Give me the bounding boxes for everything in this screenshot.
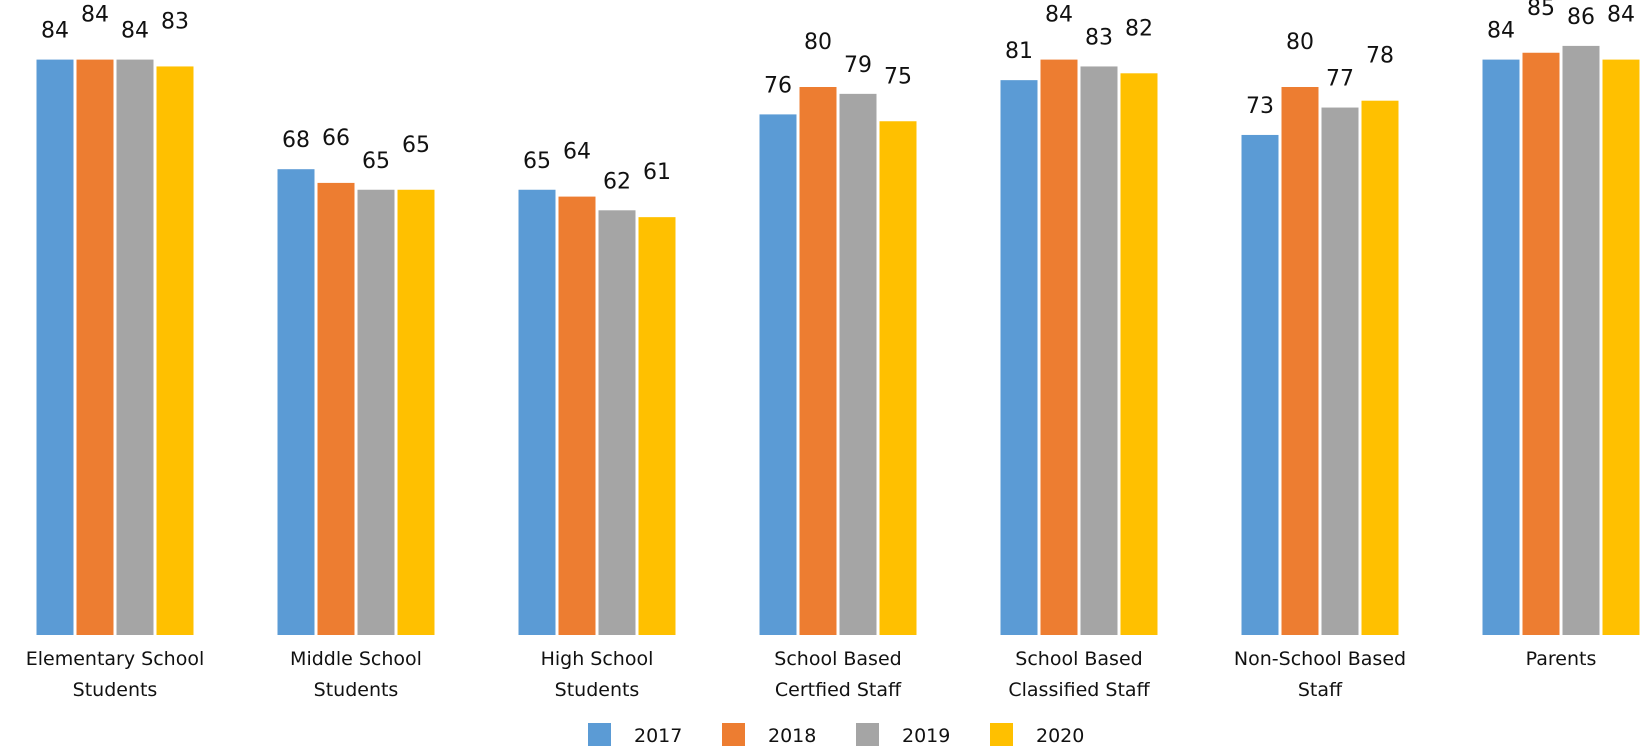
bar-2020-cat-1 <box>397 189 435 635</box>
data-label-2019-cat-6: 86 <box>1567 5 1595 30</box>
bar-2017-cat-5 <box>1241 134 1279 635</box>
category-label-2-line-1: Students <box>555 679 640 701</box>
bar-2017-cat-2 <box>518 189 556 635</box>
legend-swatch-2017 <box>588 723 611 746</box>
legend-label-2018: 2018 <box>768 725 816 747</box>
data-label-2019-cat-4: 83 <box>1085 25 1113 50</box>
bar-2019-cat-1 <box>357 189 395 635</box>
data-label-2020-cat-5: 78 <box>1366 44 1394 69</box>
data-label-2019-cat-1: 65 <box>362 149 390 174</box>
bar-2018-cat-3 <box>799 87 837 635</box>
category-label-4-line-1: Classified Staff <box>1008 679 1150 701</box>
data-label-2018-cat-3: 80 <box>804 30 832 55</box>
category-label-1-line-0: Middle School <box>290 648 422 670</box>
data-label-2019-cat-0: 84 <box>121 19 149 44</box>
legend-label-2020: 2020 <box>1036 725 1084 747</box>
data-label-2019-cat-5: 77 <box>1326 67 1354 92</box>
bar-2019-cat-2 <box>598 210 636 636</box>
data-label-2017-cat-6: 84 <box>1487 19 1515 44</box>
data-label-2017-cat-4: 81 <box>1005 39 1033 64</box>
bar-2020-cat-5 <box>1361 100 1399 635</box>
data-label-2019-cat-3: 79 <box>844 53 872 78</box>
data-label-2020-cat-0: 83 <box>161 9 189 34</box>
data-label-2017-cat-3: 76 <box>764 73 792 98</box>
bar-2017-cat-0 <box>36 59 74 636</box>
bar-2019-cat-3 <box>839 93 877 636</box>
bar-2017-cat-3 <box>759 114 797 635</box>
data-label-2017-cat-2: 65 <box>523 149 551 174</box>
category-label-6-line-0: Parents <box>1526 648 1597 670</box>
bar-2017-cat-1 <box>277 169 315 635</box>
data-label-2020-cat-1: 65 <box>402 133 430 158</box>
bar-2019-cat-4 <box>1080 66 1118 635</box>
data-label-2017-cat-5: 73 <box>1246 94 1274 119</box>
bar-2019-cat-6 <box>1562 45 1600 635</box>
category-label-2-line-0: High School <box>541 648 654 670</box>
bar-2018-cat-1 <box>317 182 355 635</box>
bar-2019-cat-0 <box>116 59 154 636</box>
legend-label-2019: 2019 <box>902 725 950 747</box>
category-label-3-line-0: School Based <box>774 648 901 670</box>
x-axis: Elementary School Students Middle School St… <box>26 648 1597 701</box>
bar-2018-cat-5 <box>1281 87 1319 635</box>
category-label-4-line-0: School Based <box>1015 648 1142 670</box>
bar-2020-cat-2 <box>638 217 676 635</box>
bar-2018-cat-4 <box>1040 59 1078 636</box>
category-label-0-line-1: Students <box>73 679 158 701</box>
legend-swatch-2018 <box>722 723 745 746</box>
bar-2020-cat-6 <box>1602 59 1640 636</box>
data-label-2018-cat-0: 84 <box>81 3 109 28</box>
legend-swatch-2020 <box>990 723 1013 746</box>
data-label-2018-cat-6: 85 <box>1527 0 1555 21</box>
bar-2018-cat-0 <box>76 59 114 636</box>
category-label-5-line-0: Non-School Based <box>1234 648 1406 670</box>
data-label-2018-cat-5: 80 <box>1286 30 1314 55</box>
bar-2017-cat-6 <box>1482 59 1520 636</box>
data-label-2017-cat-1: 68 <box>282 128 310 153</box>
data-label-2018-cat-1: 66 <box>322 126 350 151</box>
legend: 2017 2018 2019 2020 <box>588 723 1084 747</box>
category-label-0-line-0: Elementary School <box>26 648 204 670</box>
bar-2017-cat-4 <box>1000 80 1038 635</box>
bar-2018-cat-6 <box>1522 52 1560 635</box>
data-label-2020-cat-4: 82 <box>1125 16 1153 41</box>
data-label-2018-cat-2: 64 <box>563 140 591 165</box>
data-label-2020-cat-2: 61 <box>643 160 671 185</box>
bar-2020-cat-0 <box>156 66 194 635</box>
data-label-2018-cat-4: 84 <box>1045 3 1073 28</box>
data-label-2017-cat-0: 84 <box>41 19 69 44</box>
data-label-2019-cat-2: 62 <box>603 169 631 194</box>
bar-2018-cat-2 <box>558 196 596 635</box>
category-label-3-line-1: Certfied Staff <box>775 679 902 701</box>
legend-swatch-2019 <box>856 723 879 746</box>
data-label-2020-cat-3: 75 <box>884 64 912 89</box>
category-label-1-line-1: Students <box>314 679 399 701</box>
plot-area: 84 84 84 83 68 66 65 65 65 64 62 61 76 80 79 75 81 84 83 82… <box>36 0 1640 636</box>
bar-2019-cat-5 <box>1321 107 1359 636</box>
bar-2020-cat-3 <box>879 121 917 635</box>
category-label-5-line-1: Staff <box>1298 679 1343 701</box>
bar-2020-cat-4 <box>1120 73 1158 636</box>
legend-label-2017: 2017 <box>634 725 682 747</box>
data-label-2020-cat-6: 84 <box>1607 3 1635 28</box>
